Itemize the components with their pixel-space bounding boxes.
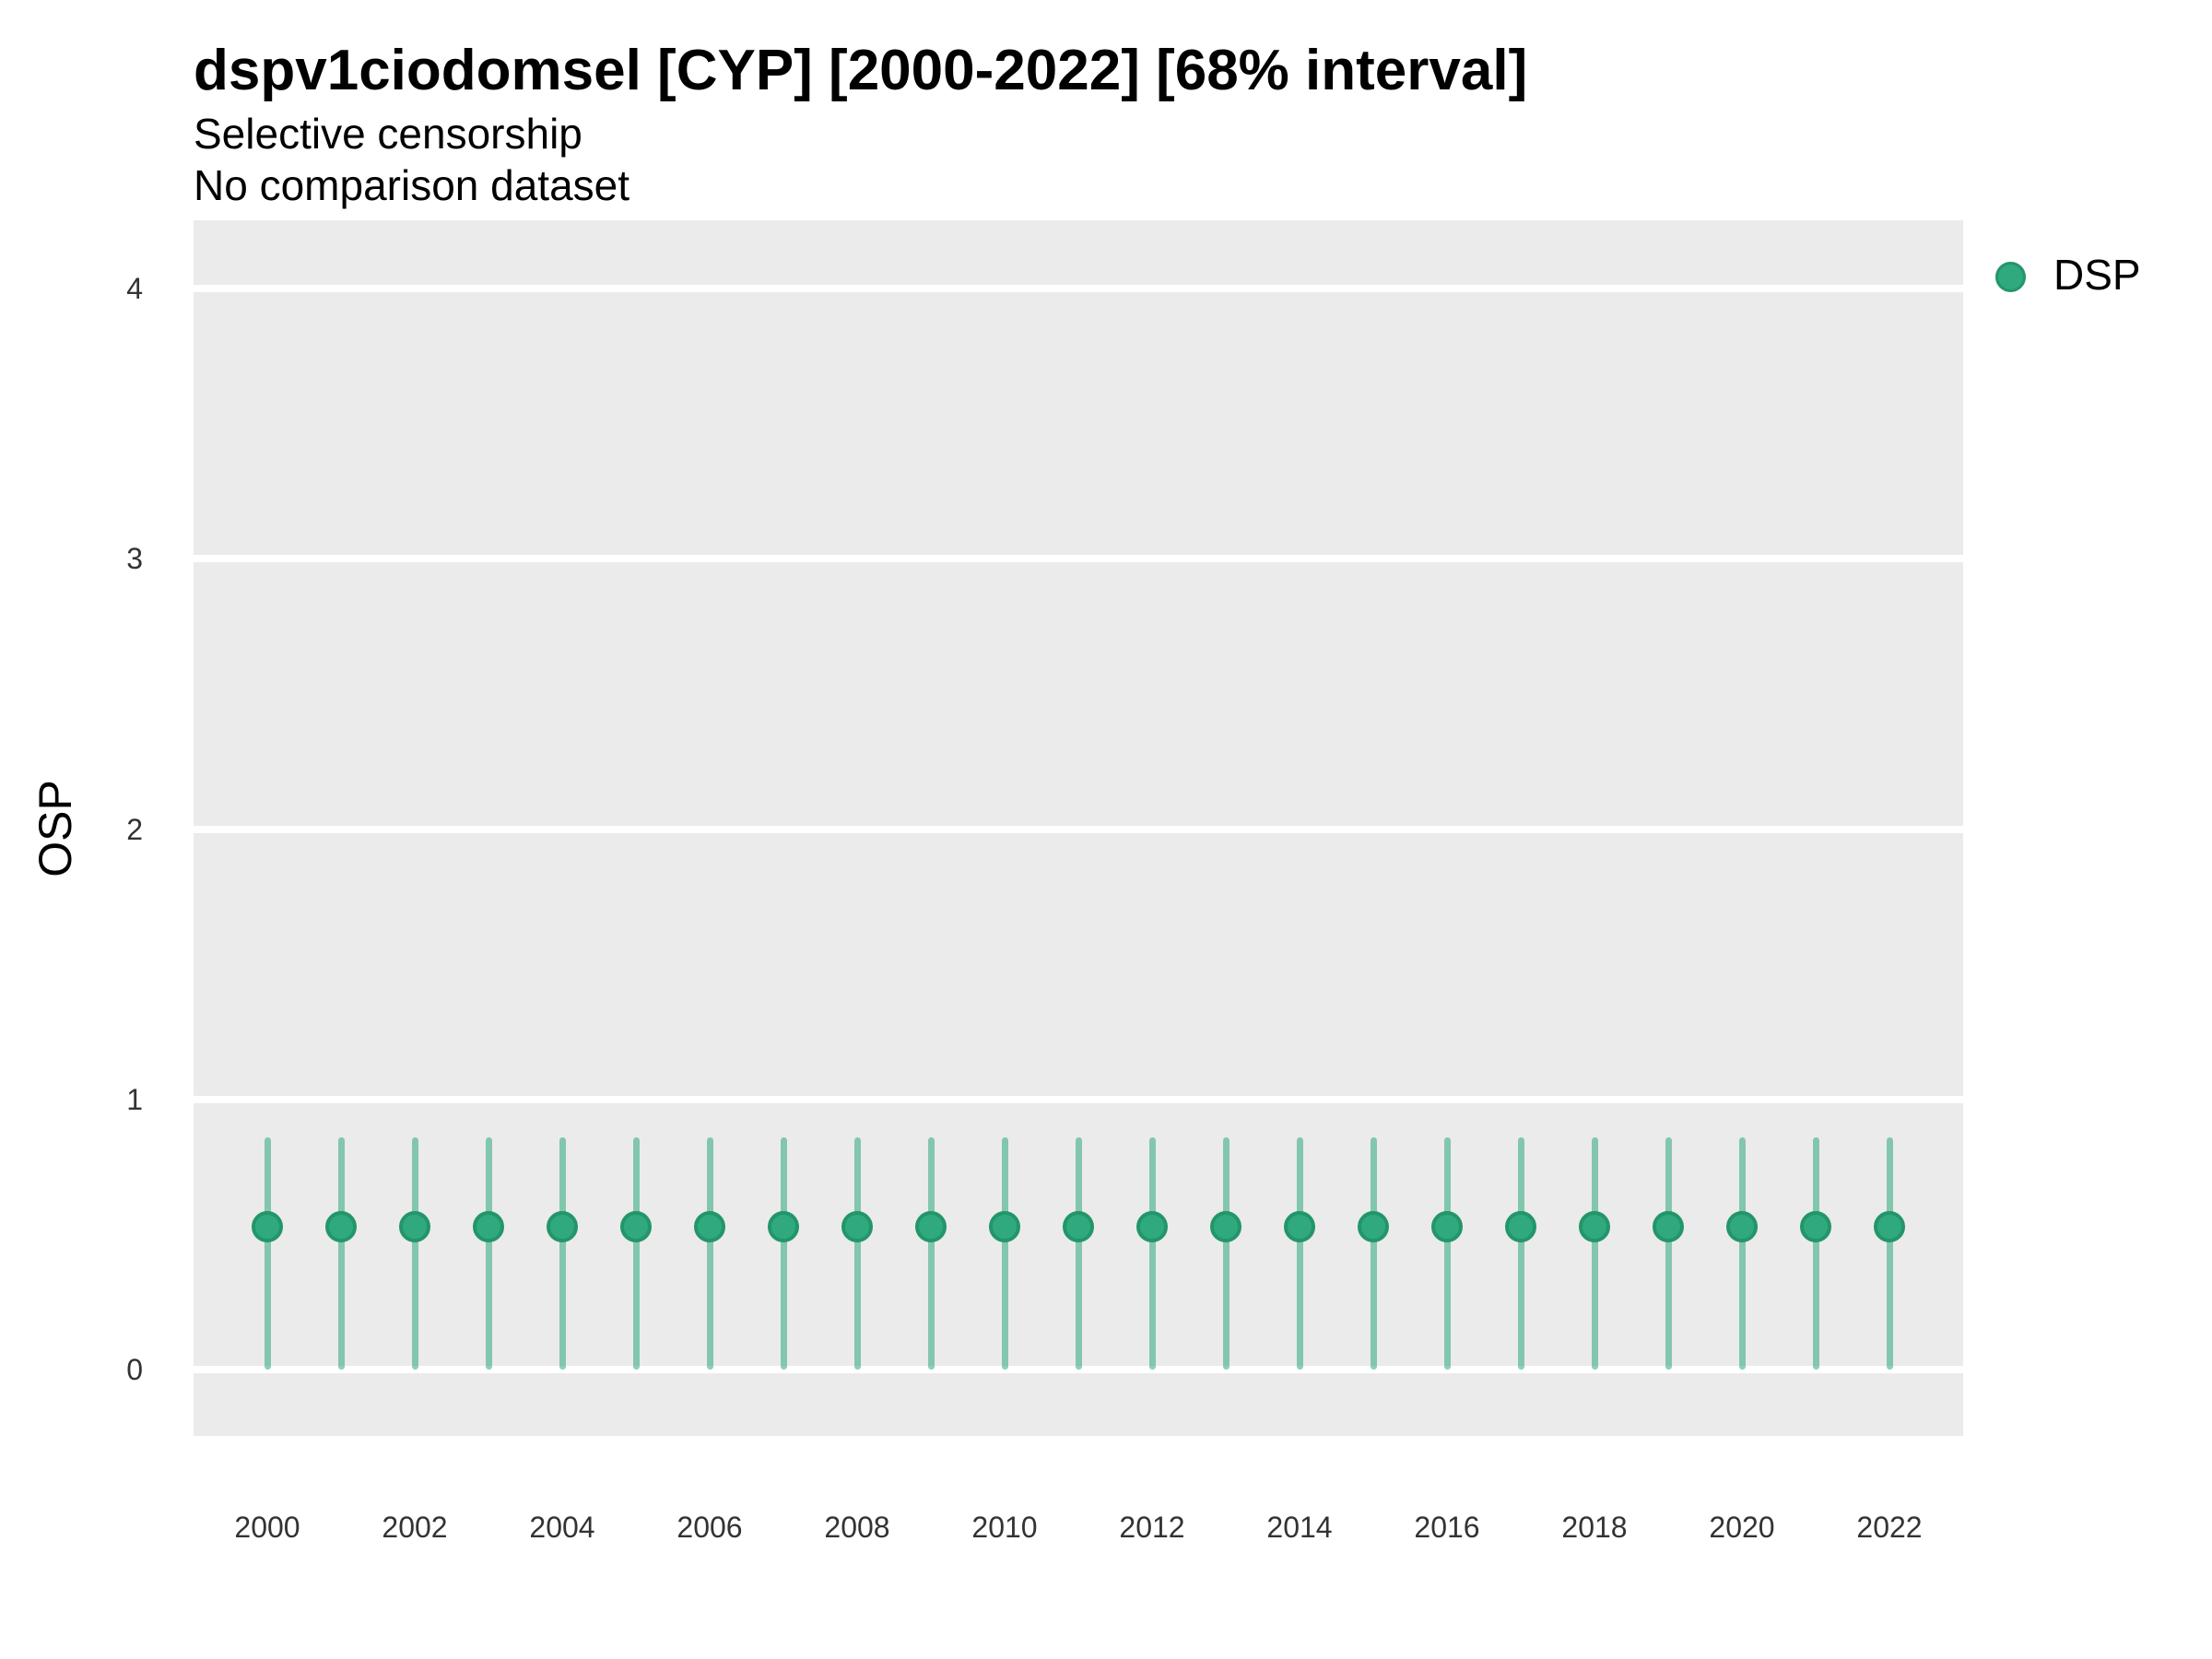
interval-bar: [780, 1136, 787, 1370]
data-point: [473, 1210, 504, 1242]
data-point: [1653, 1210, 1684, 1242]
x-tick-label: 2014: [1266, 1511, 1333, 1544]
gridline-y-2: [194, 825, 1963, 833]
x-tick-label: 2010: [971, 1511, 1038, 1544]
y-tick-label: 0: [126, 1353, 143, 1386]
data-point: [915, 1210, 947, 1242]
interval-bar: [411, 1136, 418, 1370]
interval-bar: [706, 1136, 713, 1370]
data-point: [1800, 1210, 1831, 1242]
legend: DSP: [1991, 249, 2212, 310]
data-point: [620, 1210, 652, 1242]
interval-bar: [1148, 1136, 1156, 1370]
legend-label-dsp: DSP: [2053, 251, 2141, 299]
x-tick-label: 2000: [234, 1511, 300, 1544]
data-point: [1136, 1210, 1168, 1242]
interval-bar: [264, 1136, 271, 1370]
data-point: [841, 1210, 873, 1242]
data-point: [1358, 1210, 1389, 1242]
data-point: [252, 1210, 283, 1242]
data-point: [1505, 1210, 1536, 1242]
interval-bar: [1517, 1136, 1524, 1370]
data-point: [547, 1210, 578, 1242]
legend-circle-icon: [1995, 262, 2026, 292]
interval-bar: [1812, 1136, 1819, 1370]
interval-bar: [337, 1136, 345, 1370]
x-tick-label: 2020: [1709, 1511, 1775, 1544]
data-point: [399, 1210, 430, 1242]
chart-title: dspv1ciodomsel [CYP] [2000-2022] [68% in…: [194, 39, 1528, 102]
x-tick-label: 2006: [677, 1511, 743, 1544]
interval-bar: [485, 1136, 492, 1370]
interval-bar: [1443, 1136, 1451, 1370]
x-tick-label: 2016: [1414, 1511, 1480, 1544]
interval-bar: [1665, 1136, 1672, 1370]
chart-subtitle-1: Selective censorship: [194, 110, 582, 158]
x-tick-label: 2002: [382, 1511, 448, 1544]
data-point: [1210, 1210, 1241, 1242]
interval-bar: [1886, 1136, 1893, 1370]
interval-bar: [1222, 1136, 1230, 1370]
data-point: [694, 1210, 725, 1242]
data-point: [768, 1210, 799, 1242]
y-tick-label: 4: [126, 272, 143, 305]
interval-bar: [1370, 1136, 1377, 1370]
gridline-y-4: [194, 285, 1963, 292]
y-tick-label: 1: [126, 1082, 143, 1116]
data-point: [1579, 1210, 1610, 1242]
interval-bar: [927, 1136, 935, 1370]
data-point: [1874, 1210, 1905, 1242]
data-point: [1063, 1210, 1094, 1242]
x-tick-label: 2018: [1561, 1511, 1628, 1544]
interval-bar: [853, 1136, 861, 1370]
gridline-y-3: [194, 555, 1963, 563]
data-point: [1431, 1210, 1463, 1242]
interval-bar: [1738, 1136, 1746, 1370]
y-tick-label: 2: [126, 812, 143, 846]
x-tick-label: 2004: [529, 1511, 595, 1544]
interval-bar: [632, 1136, 640, 1370]
data-point: [325, 1210, 357, 1242]
x-tick-label: 2022: [1856, 1511, 1923, 1544]
interval-bar: [1001, 1136, 1008, 1370]
chart-subtitle-2: No comparison dataset: [194, 161, 630, 209]
data-point: [1284, 1210, 1315, 1242]
plot-panel: [194, 220, 1963, 1436]
x-tick-label: 2012: [1119, 1511, 1185, 1544]
interval-bar: [1296, 1136, 1303, 1370]
gridline-y-1: [194, 1095, 1963, 1103]
gridline-y-0: [194, 1366, 1963, 1373]
interval-bar: [1075, 1136, 1082, 1370]
data-point: [989, 1210, 1020, 1242]
data-point: [1726, 1210, 1758, 1242]
y-tick-label: 3: [126, 542, 143, 576]
interval-bar: [559, 1136, 566, 1370]
interval-bar: [1591, 1136, 1598, 1370]
x-tick-label: 2008: [824, 1511, 890, 1544]
